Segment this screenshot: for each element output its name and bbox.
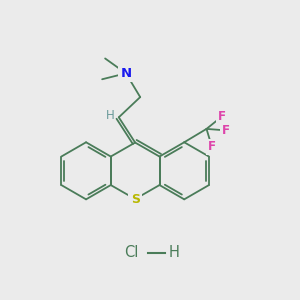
Text: F: F <box>218 110 226 123</box>
Text: N: N <box>120 67 131 80</box>
Text: S: S <box>130 193 140 206</box>
Text: F: F <box>222 124 230 137</box>
Text: Cl: Cl <box>124 245 139 260</box>
Text: F: F <box>208 140 216 153</box>
Text: H: H <box>106 109 115 122</box>
Text: H: H <box>168 245 179 260</box>
